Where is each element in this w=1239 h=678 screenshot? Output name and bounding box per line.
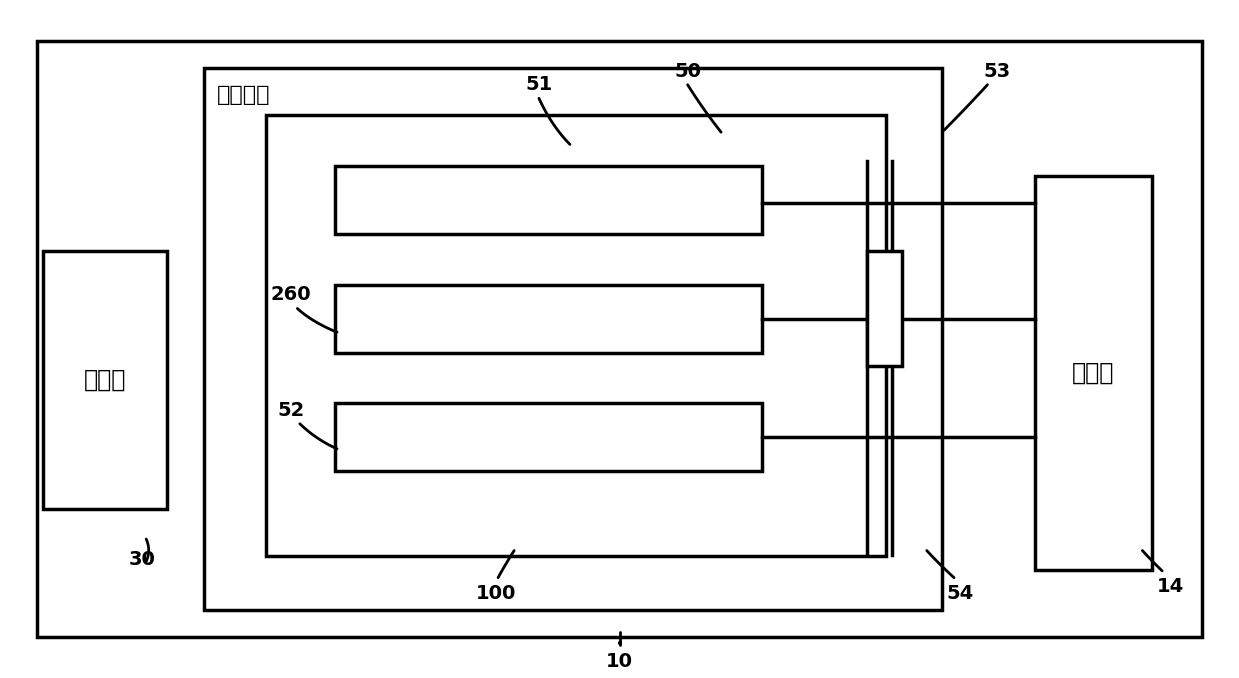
- Text: 触摸面板: 触摸面板: [217, 85, 270, 104]
- Text: 50: 50: [674, 62, 701, 81]
- Bar: [335, 285, 762, 353]
- Text: 14: 14: [1157, 577, 1184, 596]
- Text: 10: 10: [606, 652, 633, 671]
- Bar: [43, 251, 167, 508]
- Bar: [266, 115, 886, 556]
- Text: 100: 100: [476, 584, 515, 603]
- Bar: [335, 166, 762, 234]
- Text: 30: 30: [129, 550, 156, 569]
- Text: 显示区: 显示区: [84, 367, 126, 392]
- Bar: [335, 403, 762, 471]
- Bar: [867, 251, 902, 366]
- Text: 260: 260: [271, 285, 311, 304]
- Text: 54: 54: [947, 584, 974, 603]
- Text: 52: 52: [278, 401, 305, 420]
- Bar: [204, 68, 942, 610]
- Bar: [37, 41, 1202, 637]
- Text: 51: 51: [525, 75, 553, 94]
- Bar: [1035, 176, 1152, 570]
- Text: 控制器: 控制器: [1072, 361, 1114, 385]
- Text: 53: 53: [984, 62, 1011, 81]
